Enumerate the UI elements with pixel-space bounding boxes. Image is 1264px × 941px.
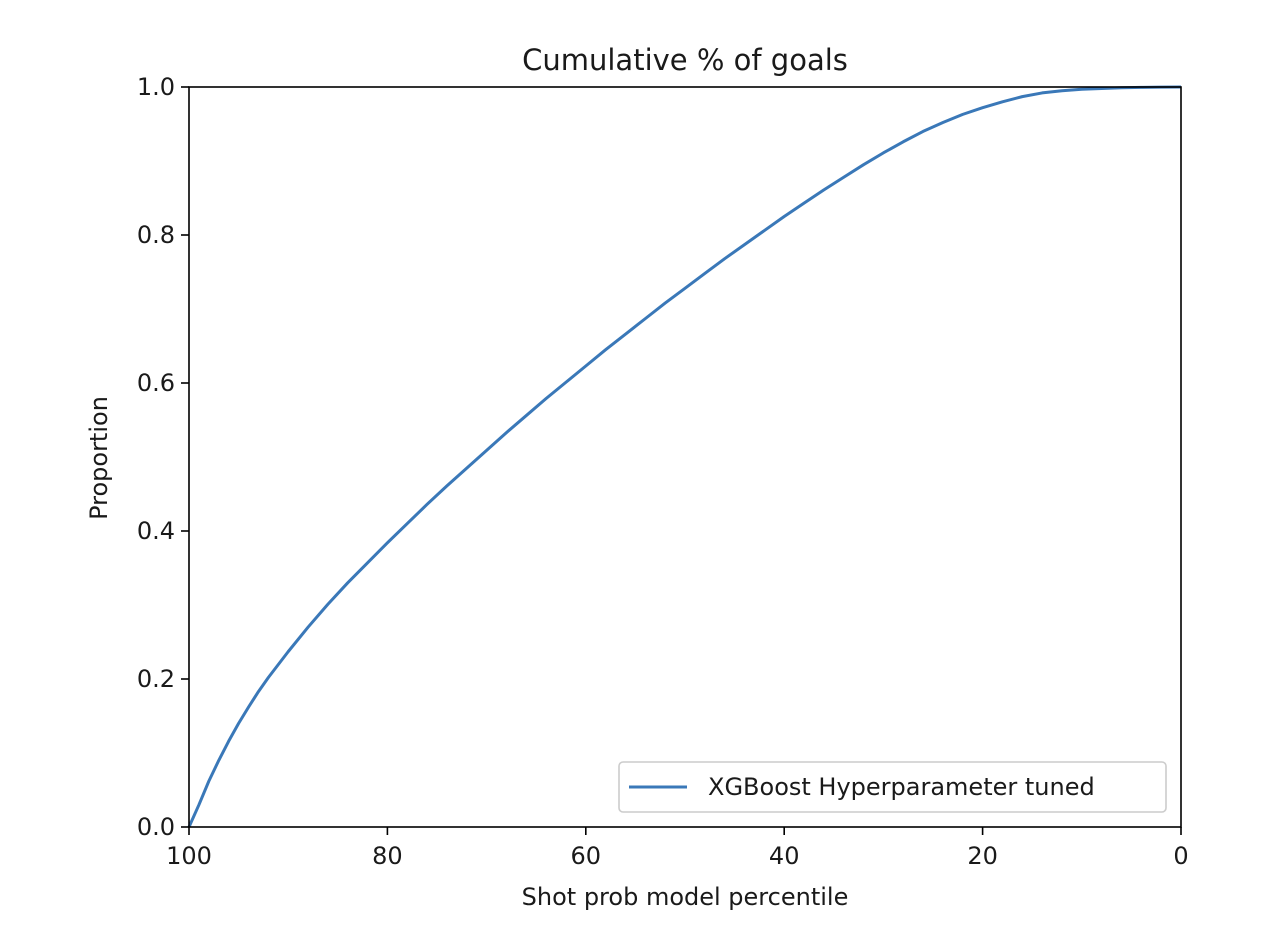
y-tick-label: 0.4 — [137, 517, 175, 545]
x-tick-label: 20 — [967, 842, 998, 870]
y-tick-label: 0.6 — [137, 369, 175, 397]
x-axis-label: Shot prob model percentile — [522, 883, 849, 911]
x-tick-label: 60 — [571, 842, 602, 870]
y-tick-label: 1.0 — [137, 73, 175, 101]
plot-frame — [188, 86, 1182, 828]
legend-box — [618, 761, 1167, 813]
x-tick-label: 40 — [769, 842, 800, 870]
y-tick-label: 0.8 — [137, 221, 175, 249]
x-tick-label: 0 — [1173, 842, 1188, 870]
series-line-0 — [187, 85, 1182, 828]
legend-label: XGBoost Hyperparameter tuned — [708, 773, 1095, 801]
plot-area: 100 80 60 40 20 0 0.0 0.2 0.4 0.6 0.8 1.0 XGBoost Hy… — [137, 73, 1189, 870]
y-tick-label: 0.0 — [137, 813, 175, 841]
x-tick-label: 100 — [166, 842, 212, 870]
y-axis-label: Proportion — [85, 396, 113, 520]
x-tick-label: 80 — [372, 842, 403, 870]
chart-title: Cumulative % of goals — [522, 43, 848, 77]
y-tick-label: 0.2 — [137, 665, 175, 693]
